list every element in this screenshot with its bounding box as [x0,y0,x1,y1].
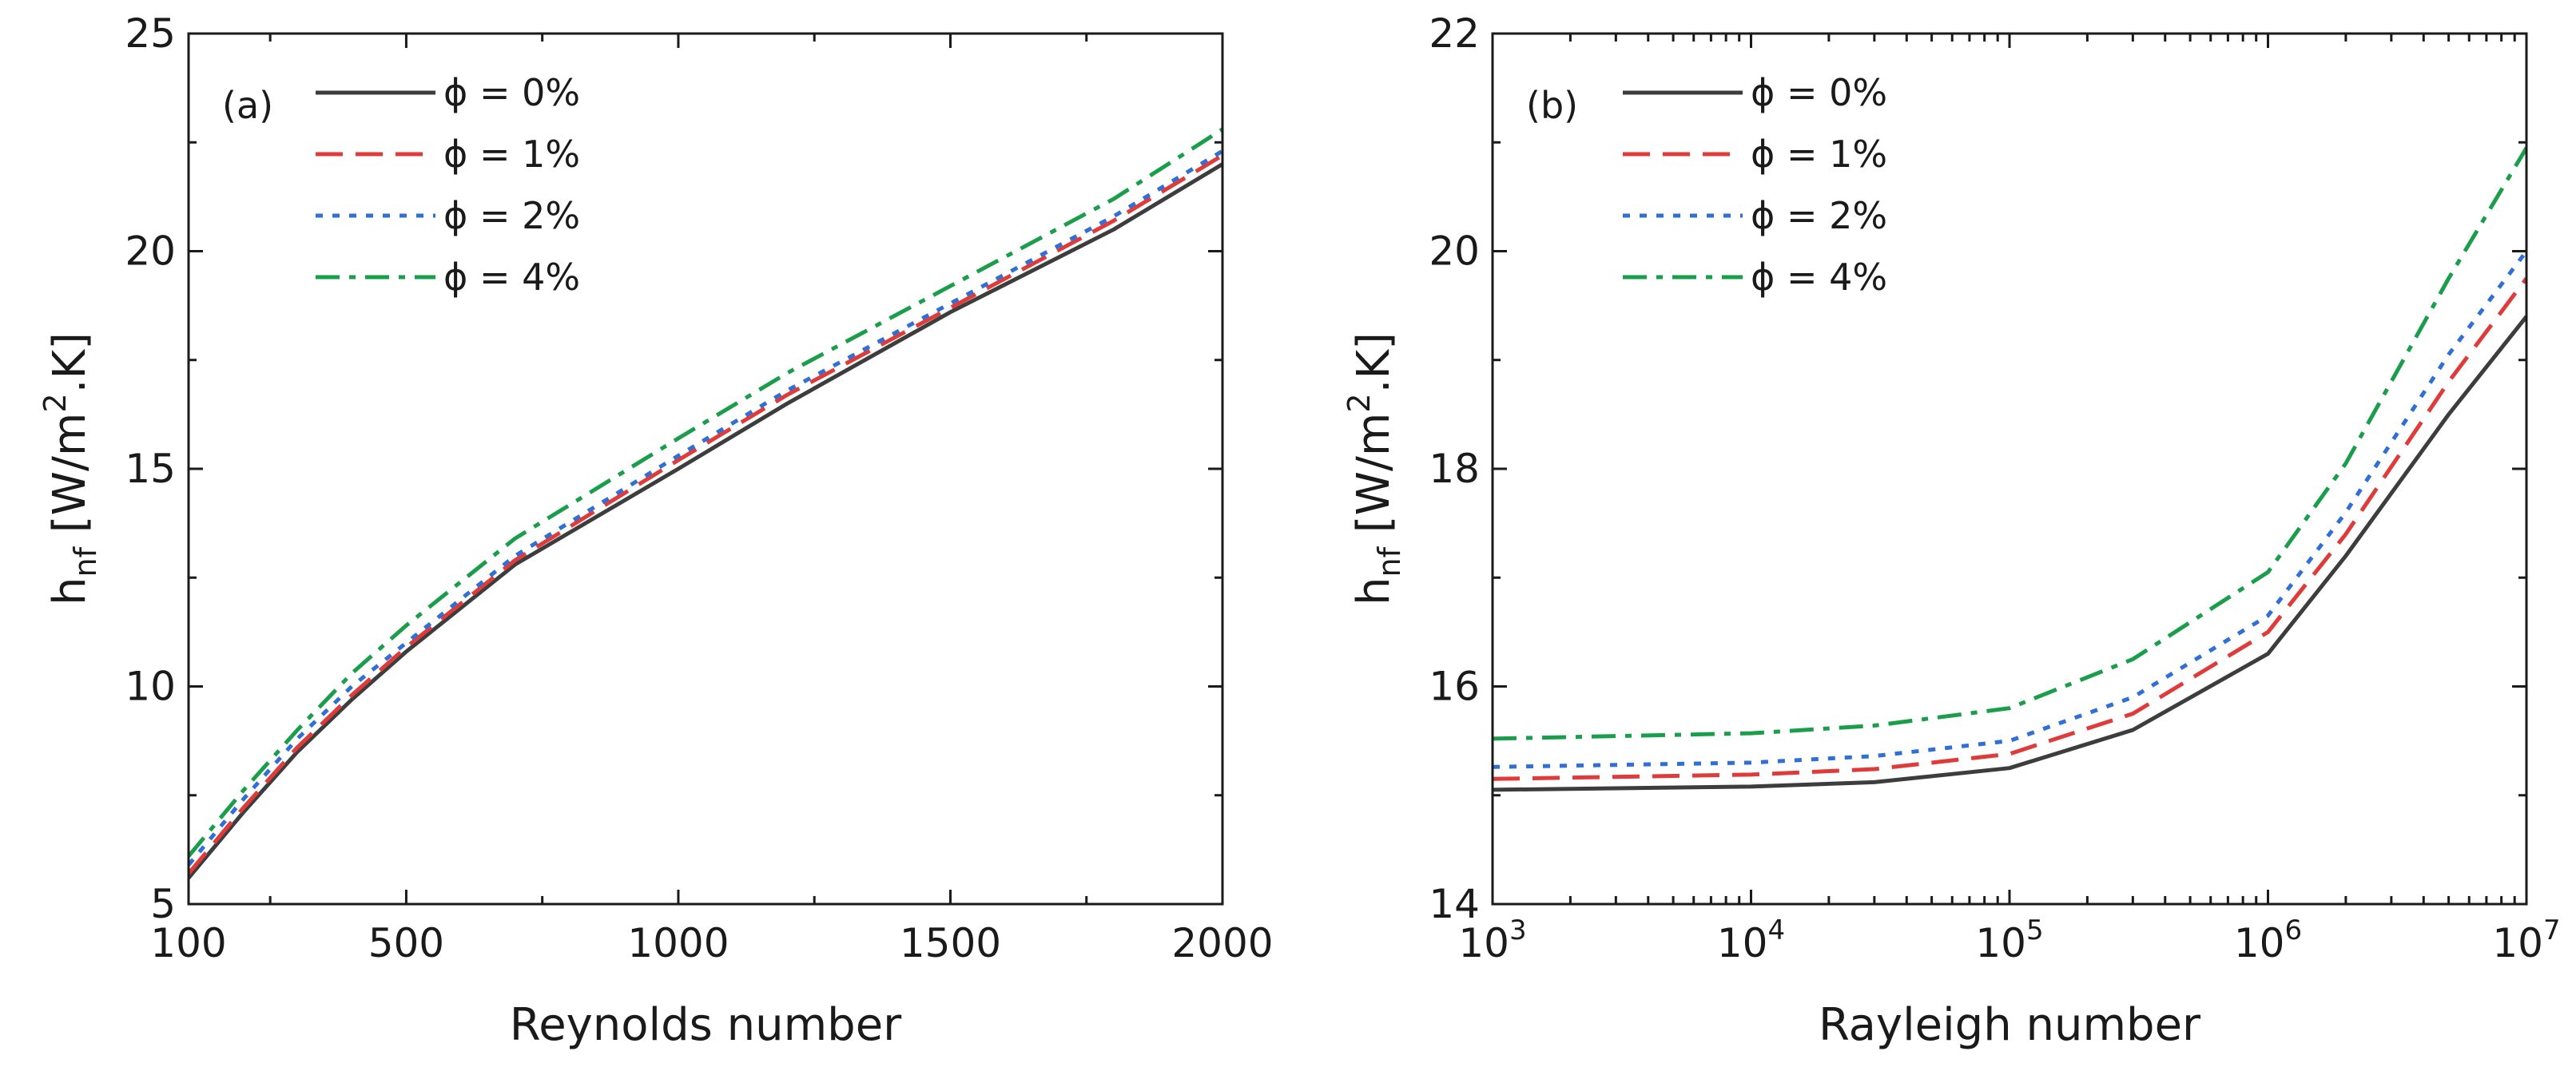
y-axis-title-main: h [1348,577,1400,605]
y-tick-label: 20 [1429,228,1480,275]
series-group [1493,146,2526,792]
series-line-0 [1493,315,2526,792]
y-axis-title: hnf [W/m2.K] [38,332,103,605]
series-line-0 [189,162,1222,879]
x-tick-label-exponent: 6 [2284,914,2302,946]
y-axis-title-unit: [W/m [44,413,96,547]
y-tick-label: 22 [1429,10,1480,57]
series-line-1 [1493,277,2526,781]
legend-label-3: ϕ = 4% [1751,256,1887,299]
y-tick-label: 14 [1429,881,1480,927]
y-axis-title-unit: [W/m [1348,413,1400,547]
x-tick-label: 105 [1975,914,2043,966]
x-tick-label-exponent: 7 [2543,914,2561,946]
series-line-2 [189,149,1222,867]
y-axis-title-main: h [44,577,96,605]
legend-label-1: ϕ = 1% [443,133,580,176]
legend-label-3: ϕ = 4% [443,256,580,299]
series-line-3 [1493,146,2526,741]
series-group [189,127,1222,879]
x-axis-title: Reynolds number [510,999,902,1051]
x-tick-label: 1000 [627,920,729,966]
panel-label: (a) [222,84,273,127]
y-axis-title-unit-end: .K] [44,332,96,393]
y-axis-title-superscript: 2 [1342,393,1377,412]
x-tick-label-exponent: 4 [1767,914,1785,946]
legend-label-2: ϕ = 2% [443,194,580,237]
y-tick-label: 5 [150,881,176,927]
x-tick-label-base: 10 [1975,920,2026,966]
x-tick-label: 103 [1458,914,1526,966]
x-tick-label: 104 [1717,914,1785,966]
y-axis-title-subscript: nf [1372,545,1407,577]
x-tick-label-base: 10 [1458,920,1509,966]
x-tick-label: 2000 [1171,920,1273,966]
legend-label-0: ϕ = 0% [443,71,580,114]
x-tick-label: 107 [2492,914,2560,966]
chart-panel-a: 5 10 15 20 25 100 500 1000 1500 2000 Reynolds numb… [38,10,1274,1051]
legend-label-1: ϕ = 1% [1751,133,1887,176]
x-tick-label: 100 [150,920,226,966]
x-tick-label-base: 10 [2492,920,2543,966]
series-line-1 [189,153,1222,875]
series-line-3 [189,127,1222,858]
x-tick-label-base: 10 [2234,920,2285,966]
y-axis-title-subscript: nf [68,545,103,577]
x-tick-label-base: 10 [1717,920,1768,966]
x-axis-title: Rayleigh number [1819,999,2201,1051]
y-axis-title-superscript: 2 [38,393,73,412]
plot-frame [187,32,1224,906]
series-line-2 [1493,249,2526,769]
y-tick-label: 20 [125,228,176,275]
x-tick-label-exponent: 5 [2026,914,2044,946]
x-tick-label: 500 [368,920,444,966]
plot-frame [1491,32,2528,906]
y-tick-label: 10 [125,664,176,710]
x-tick-label: 106 [2234,914,2302,966]
y-tick-label: 15 [125,446,176,492]
y-tick-label: 18 [1429,446,1480,492]
y-tick-label: 16 [1429,664,1480,710]
y-axis-title-unit-end: .K] [1348,332,1400,393]
y-axis-title: hnf [W/m2.K] [1342,332,1407,605]
x-tick-label: 1500 [900,920,1001,966]
x-tick-label-exponent: 3 [1509,914,1527,946]
y-tick-label: 25 [125,10,176,57]
panel-label: (b) [1526,84,1578,127]
legend-label-0: ϕ = 0% [1751,71,1887,114]
legend-label-2: ϕ = 2% [1751,194,1887,237]
